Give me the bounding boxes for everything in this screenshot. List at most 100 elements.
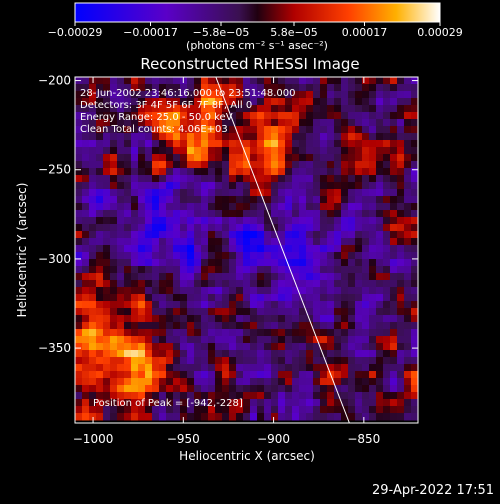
- heatmap-cell: [334, 315, 342, 323]
- heatmap-cell: [334, 182, 342, 190]
- heatmap-cell: [117, 182, 125, 190]
- heatmap-cell: [75, 336, 83, 344]
- heatmap-cell: [145, 133, 153, 141]
- heatmap-cell: [404, 357, 412, 365]
- heatmap-cell: [383, 77, 391, 85]
- heatmap-cell: [222, 84, 230, 92]
- heatmap-cell: [166, 364, 174, 372]
- annotation-energy: Energy Range: 25.0 - 50.0 keV: [80, 112, 233, 123]
- heatmap-cell: [411, 91, 418, 99]
- heatmap-cell: [250, 413, 258, 421]
- heatmap-cell: [194, 392, 202, 400]
- heatmap-cell: [166, 133, 174, 141]
- heatmap-cell: [110, 266, 118, 274]
- heatmap-cell: [355, 315, 363, 323]
- heatmap-cell: [313, 294, 321, 302]
- heatmap-cell: [411, 301, 418, 309]
- heatmap-cell: [369, 210, 377, 218]
- heatmap-cell: [299, 189, 307, 197]
- heatmap-cell: [243, 84, 251, 92]
- heatmap-cell: [383, 168, 391, 176]
- heatmap-cell: [82, 126, 90, 134]
- heatmap-cell: [320, 245, 328, 253]
- heatmap-cell: [166, 91, 174, 99]
- heatmap-cell: [313, 189, 321, 197]
- heatmap-cell: [306, 329, 314, 337]
- heatmap-cell: [299, 392, 307, 400]
- heatmap-cell: [152, 238, 160, 246]
- heatmap-cell: [306, 364, 314, 372]
- heatmap-cell: [278, 224, 286, 232]
- heatmap-cell: [383, 98, 391, 106]
- heatmap-cell: [257, 329, 265, 337]
- heatmap-cell: [383, 126, 391, 134]
- heatmap-cell: [285, 336, 293, 344]
- heatmap-cell: [306, 308, 314, 316]
- heatmap-cell: [285, 364, 293, 372]
- heatmap-cell: [411, 217, 418, 225]
- heatmap-cell: [264, 196, 272, 204]
- heatmap-cell: [264, 301, 272, 309]
- heatmap-cell: [334, 154, 342, 162]
- heatmap-cell: [194, 91, 202, 99]
- heatmap-cell: [355, 196, 363, 204]
- heatmap-cell: [404, 238, 412, 246]
- heatmap-cell: [264, 357, 272, 365]
- heatmap-cell: [376, 238, 384, 246]
- heatmap-cell: [229, 182, 237, 190]
- heatmap-cell: [229, 189, 237, 197]
- heatmap-cell: [271, 343, 279, 351]
- heatmap-cell: [285, 238, 293, 246]
- heatmap-cell: [327, 203, 335, 211]
- heatmap-cell: [117, 273, 125, 281]
- heatmap-cell: [306, 133, 314, 141]
- heatmap-cell: [334, 329, 342, 337]
- heatmap-cell: [285, 196, 293, 204]
- heatmap-cell: [236, 294, 244, 302]
- heatmap-cell: [166, 308, 174, 316]
- heatmap-cell: [285, 245, 293, 253]
- heatmap-cell: [194, 196, 202, 204]
- heatmap-cell: [229, 231, 237, 239]
- heatmap-cell: [257, 203, 265, 211]
- heatmap-cell: [159, 406, 167, 414]
- heatmap-cell: [89, 336, 97, 344]
- heatmap-cell: [292, 147, 300, 155]
- heatmap-cell: [215, 105, 223, 113]
- heatmap-cell: [376, 224, 384, 232]
- heatmap-cell: [187, 119, 195, 127]
- heatmap-cell: [222, 378, 230, 386]
- heatmap-cell: [194, 112, 202, 120]
- heatmap-cell: [327, 336, 335, 344]
- heatmap-cell: [376, 259, 384, 267]
- heatmap-cell: [124, 294, 132, 302]
- heatmap-cell: [236, 77, 244, 85]
- heatmap-cell: [187, 182, 195, 190]
- heatmap-cell: [166, 329, 174, 337]
- heatmap-cell: [89, 154, 97, 162]
- heatmap-cell: [103, 273, 111, 281]
- heatmap-cell: [89, 329, 97, 337]
- heatmap-cell: [369, 399, 377, 407]
- heatmap-cell: [124, 392, 132, 400]
- heatmap-cell: [124, 385, 132, 393]
- heatmap-cell: [320, 273, 328, 281]
- heatmap-cell: [187, 343, 195, 351]
- heatmap-cell: [383, 189, 391, 197]
- heatmap-cell: [180, 189, 188, 197]
- heatmap-cell: [404, 140, 412, 148]
- heatmap-cell: [243, 322, 251, 330]
- heatmap-cell: [271, 245, 279, 253]
- heatmap-cell: [117, 252, 125, 260]
- heatmap-cell: [348, 84, 356, 92]
- heatmap-cell: [159, 112, 167, 120]
- heatmap-cell: [82, 266, 90, 274]
- heatmap-cell: [306, 203, 314, 211]
- heatmap-cell: [362, 406, 370, 414]
- heatmap-cell: [152, 336, 160, 344]
- heatmap-cell: [110, 238, 118, 246]
- heatmap-cell: [131, 175, 139, 183]
- heatmap-cell: [215, 203, 223, 211]
- heatmap-cell: [222, 315, 230, 323]
